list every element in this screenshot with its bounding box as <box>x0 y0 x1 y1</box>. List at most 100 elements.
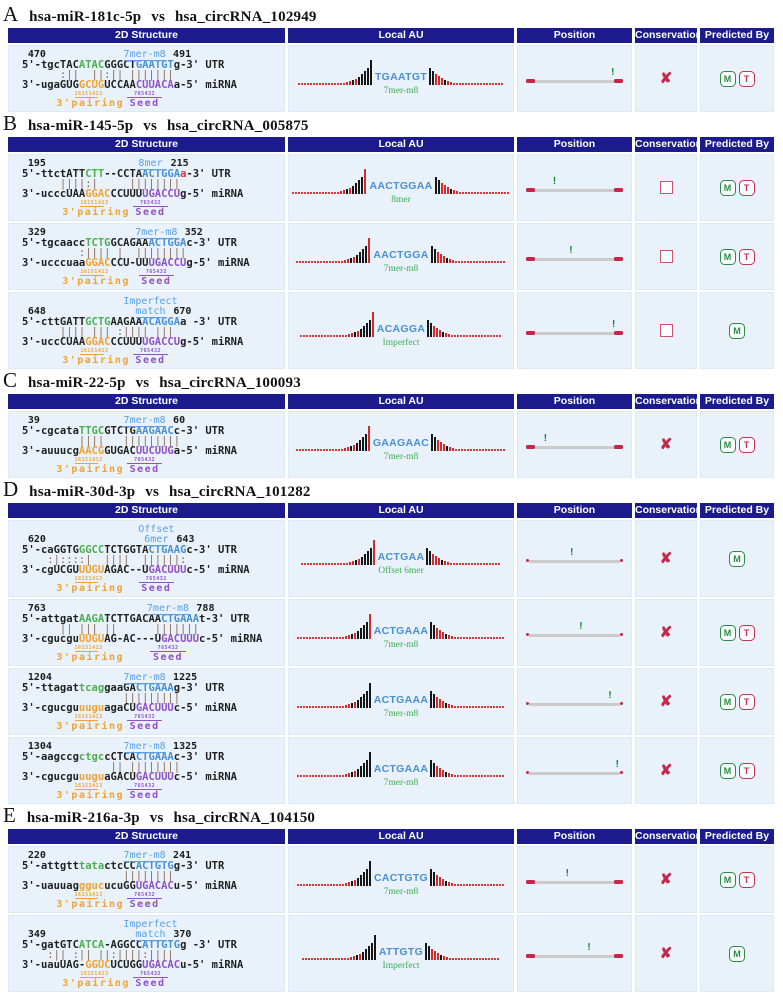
local-au-cell: CACTGTG 7mer-m8 <box>288 846 514 913</box>
au-dot <box>314 774 317 777</box>
site-start-pos: 620 <box>27 534 46 545</box>
conservation-box-icon <box>659 181 673 194</box>
au-dot <box>484 774 487 777</box>
au-bar <box>446 956 449 960</box>
seed-label: Seed <box>141 583 172 594</box>
position-marker-icon: ! <box>567 244 574 256</box>
au-dot <box>319 448 322 451</box>
seed-label: Seed <box>135 207 166 218</box>
structure-cell: 220 7mer-m8 241 5'-attgtttatactcCCACTGTGg-3… <box>8 846 285 913</box>
au-bar <box>359 328 362 337</box>
au-bar <box>350 880 353 886</box>
au-bar <box>360 556 363 565</box>
au-dot <box>330 82 333 85</box>
structure-cell: 470 7mer-m8 491 5'-tgcTACATACGGGCTGAATGTg-3… <box>8 45 285 112</box>
au-dot <box>497 957 500 960</box>
column-header-position: Position <box>517 28 632 43</box>
column-header-predicted-by: Predicted By <box>700 829 774 844</box>
position-cell: ! <box>517 599 632 666</box>
au-dot <box>331 191 334 194</box>
au-dot <box>325 448 328 451</box>
au-dot <box>321 562 324 565</box>
pairing-position-numbers: 16151413 <box>74 783 103 790</box>
site-start-pos: 470 <box>27 49 46 60</box>
au-bar <box>431 948 434 960</box>
pairing-position-numbers: 16151413 <box>80 200 109 207</box>
au-dot <box>457 883 459 886</box>
three-prime-pairing-label: 3'pairing <box>56 464 125 475</box>
structure-diagram: 1304 7mer-m8 1325 5'-aagccgctgccCTCACTGAAAc… <box>22 741 284 801</box>
au-bar <box>347 258 350 263</box>
au-bar <box>439 329 442 337</box>
au-dot <box>493 883 495 886</box>
au-dot <box>458 191 461 194</box>
au-bar <box>353 331 356 337</box>
position-marker-icon: ! <box>542 432 549 444</box>
au-dot <box>323 334 326 337</box>
targetscan-badge: T <box>738 624 755 641</box>
au-dot <box>309 562 312 565</box>
site-position-line: 329 7mer-m8 352 <box>22 227 284 239</box>
not-conserved-cross-icon: ✘ <box>659 436 673 453</box>
au-dot <box>496 334 499 337</box>
au-bar <box>438 75 441 85</box>
au-peak-bar <box>368 751 371 777</box>
au-bar <box>359 874 362 886</box>
au-content-chart: ATTGTG Imperfect <box>301 934 500 971</box>
site-start-pos: 220 <box>27 850 46 861</box>
not-conserved-cross-icon: ✘ <box>659 550 673 567</box>
seed-label: Seed <box>135 978 166 989</box>
au-bar <box>440 441 443 451</box>
site-end-pos: 1225 <box>173 672 198 683</box>
target-site-sequence: ACAGGA <box>376 322 426 335</box>
structure-cell: 1204 7mer-m8 1225 5'-ttagattcaggaaGACTGAAAg… <box>8 668 285 735</box>
au-dot <box>308 334 311 337</box>
au-dot <box>460 705 463 708</box>
position-marker-icon: ! <box>551 175 558 187</box>
site-position-line: 470 7mer-m8 491 <box>22 49 284 61</box>
au-bar <box>437 179 440 194</box>
au-dot <box>335 260 338 263</box>
position-cell: ! <box>517 223 632 290</box>
pairing-symbols: |||||||| <box>22 870 174 882</box>
au-bar <box>449 188 452 194</box>
au-bar <box>344 773 347 777</box>
site-type-text: 7mer-m8 <box>383 639 419 650</box>
au-bar <box>446 186 449 194</box>
au-dot <box>502 636 505 639</box>
au-bar <box>366 550 369 565</box>
au-bar <box>448 772 451 777</box>
au-dot <box>317 636 320 639</box>
au-bar <box>433 693 436 708</box>
au-dot <box>499 334 502 337</box>
pairing-symbols: |||| ||| :|||| ||| <box>22 326 174 338</box>
track-end-cap <box>620 632 623 636</box>
au-dot <box>457 705 460 708</box>
seed-label: Seed <box>152 652 184 663</box>
local-au-cell: GAAGAAC 7mer-m8 <box>288 411 514 478</box>
site-end-pos: 370 <box>173 929 192 940</box>
column-header-2d-structure: 2D Structure <box>8 28 285 43</box>
au-dot <box>499 705 502 708</box>
au-bar <box>351 79 354 85</box>
au-bar <box>439 767 442 777</box>
au-bar <box>356 330 359 337</box>
au-dot <box>341 705 344 708</box>
au-dot <box>296 705 299 708</box>
pairing-position-numbers: 16151413 <box>80 269 109 276</box>
site-start-pos: 39 <box>27 415 40 426</box>
au-dot <box>318 562 321 565</box>
au-dot <box>338 774 341 777</box>
au-dot <box>299 774 302 777</box>
au-bar <box>344 704 347 708</box>
track-start-cap <box>526 187 535 192</box>
au-dot <box>303 562 306 565</box>
utr-sequence: 5'-tgcTACATACGGGCTGAATGTg-3' UTR <box>22 59 225 71</box>
au-bar <box>437 952 440 960</box>
au-dot <box>484 260 487 263</box>
au-dot <box>341 883 344 886</box>
utr-sequence: 5'-gatGTCATCA-AGGCCATTGTGg -3' UTR <box>22 939 237 951</box>
au-dot <box>319 957 322 960</box>
